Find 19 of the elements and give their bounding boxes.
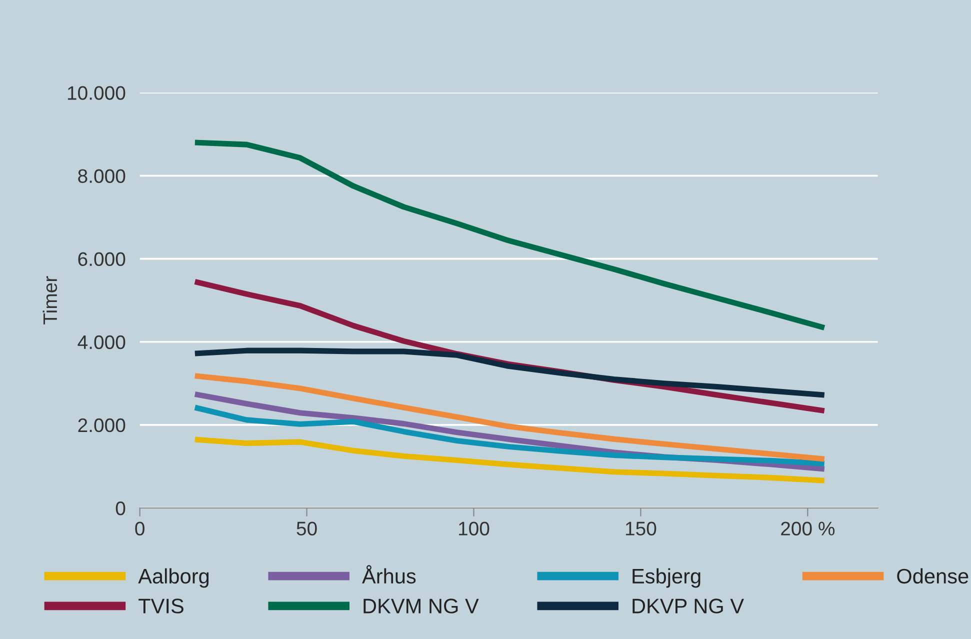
x-tick-label: 50 <box>296 522 317 536</box>
legend-label: DKVP NG V <box>632 598 744 614</box>
legend-label: TVIS <box>138 598 184 614</box>
x-tick-label: 200 % <box>781 522 835 536</box>
y-tick-label: 2.000 <box>78 418 126 432</box>
legend-label: DKVM NG V <box>364 598 479 614</box>
legend-label: Aalborg <box>138 568 209 588</box>
y-tick-label: 4.000 <box>78 335 126 350</box>
x-tick-label: 0 <box>135 522 144 536</box>
x-tick-label: 100 <box>459 522 490 536</box>
y-axis-title: Timer <box>42 276 58 324</box>
legend-label: Esbjerg <box>632 568 700 588</box>
y-tick-label: 8.000 <box>78 169 126 183</box>
y-tick-label: 0 <box>116 501 126 516</box>
legend-label: Odense <box>897 568 968 584</box>
legend-label: Århus <box>362 565 416 584</box>
y-tick-label: 10.000 <box>68 86 126 100</box>
x-tick-label: 150 <box>626 522 656 536</box>
y-tick-label: 6.000 <box>78 252 126 266</box>
